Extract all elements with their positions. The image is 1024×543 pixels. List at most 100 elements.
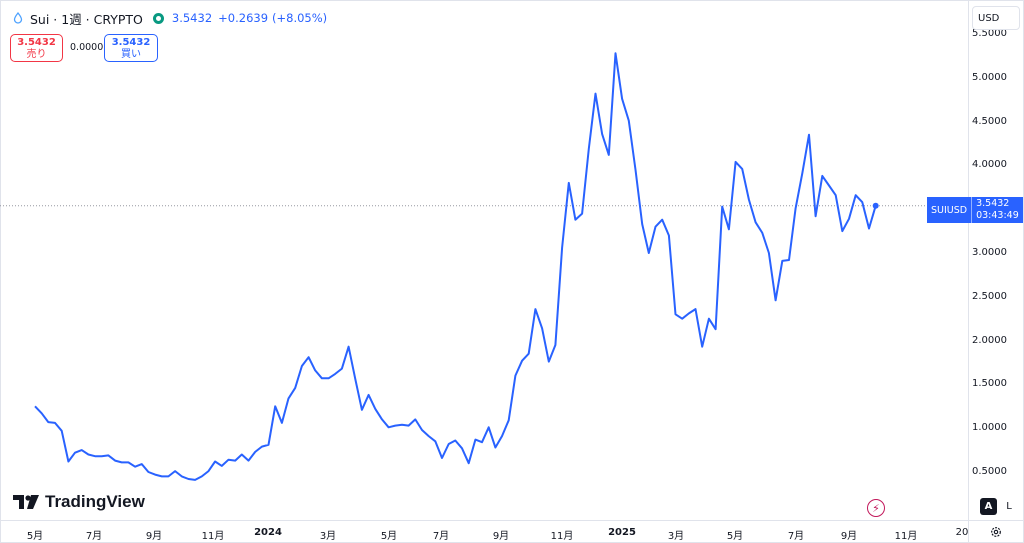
data-point: [34, 405, 36, 407]
data-point: [187, 478, 189, 480]
data-point: [695, 308, 697, 310]
data-point: [47, 421, 49, 423]
data-point: [61, 430, 63, 432]
market-status-icon[interactable]: [152, 12, 164, 24]
data-point: [735, 161, 737, 163]
data-point: [541, 327, 543, 329]
buy-button[interactable]: 3.5432 買い: [104, 34, 158, 62]
data-point: [534, 308, 536, 310]
x-tick-label: 20: [955, 527, 969, 538]
data-point: [781, 260, 783, 262]
data-point: [795, 207, 797, 209]
last-price-label: SUIUSD 3.5432 03:43:49: [927, 197, 1023, 223]
data-point: [848, 218, 850, 220]
data-point: [748, 199, 750, 201]
data-point: [121, 461, 123, 463]
auto-scale-button[interactable]: A: [980, 498, 997, 515]
data-point: [488, 426, 490, 428]
data-point: [361, 409, 363, 411]
data-point: [334, 373, 336, 375]
data-point: [381, 418, 383, 420]
data-point: [441, 457, 443, 459]
data-point: [134, 466, 136, 468]
symbol-header: Sui · 1週 · CRYPTO 3.5432 +0.2639 (+8.05%…: [12, 9, 327, 27]
data-point: [388, 426, 390, 428]
data-point: [474, 439, 476, 441]
sell-button[interactable]: 3.5432 売り: [10, 34, 63, 62]
data-point: [608, 154, 610, 156]
header-change-percent: (+8.05%): [272, 11, 328, 25]
data-point: [601, 133, 603, 135]
data-point: [368, 394, 370, 396]
x-tick-label: 9月: [145, 531, 163, 542]
currency-selector[interactable]: USD: [972, 6, 1020, 30]
tradingview-logo[interactable]: TradingView: [13, 492, 145, 512]
bar-countdown: 03:43:49: [976, 210, 1019, 221]
data-point: [634, 169, 636, 171]
data-point: [314, 369, 316, 371]
data-point: [588, 148, 590, 150]
data-point: [715, 328, 717, 330]
y-tick-label: 2.0000: [972, 334, 1007, 346]
data-point: [868, 227, 870, 229]
data-point: [421, 429, 423, 431]
gear-icon[interactable]: [990, 526, 1002, 538]
symbol-title[interactable]: Sui · 1週 · CRYPTO: [30, 11, 143, 27]
data-point: [501, 435, 503, 437]
data-point: [294, 387, 296, 389]
data-point: [354, 378, 356, 380]
data-point: [348, 346, 350, 348]
data-point: [548, 361, 550, 363]
y-tick-label: 0.5000: [972, 466, 1007, 477]
data-point: [788, 259, 790, 261]
data-point: [815, 215, 817, 217]
sell-label: 売り: [26, 49, 47, 60]
data-point: [628, 120, 630, 122]
data-point: [328, 377, 330, 379]
data-point: [574, 219, 576, 221]
data-point: [521, 360, 523, 362]
data-point: [41, 412, 43, 414]
x-tick-label: 5月: [26, 531, 44, 542]
data-point: [434, 440, 436, 442]
y-tick-label: 3.0000: [972, 247, 1007, 258]
data-point: [581, 213, 583, 215]
data-point: [468, 462, 470, 464]
data-point: [768, 252, 770, 254]
y-tick-label: 4.0000: [972, 159, 1007, 171]
data-point: [655, 226, 657, 228]
data-point: [594, 93, 596, 95]
log-scale-button[interactable]: L: [1006, 501, 1012, 512]
data-point: [741, 168, 743, 170]
data-point: [661, 219, 663, 221]
tradingview-logo-icon: [13, 495, 39, 509]
data-point: [154, 474, 156, 476]
data-point: [74, 452, 76, 454]
y-tick-label: 4.5000: [972, 115, 1007, 127]
buy-label: 買い: [121, 49, 141, 60]
x-tick-label: 11月: [201, 531, 225, 542]
data-point: [494, 446, 496, 448]
data-point: [101, 455, 103, 457]
header-last-price: 3.5432: [171, 11, 213, 25]
y-tick-label: 1.5000: [972, 378, 1007, 390]
data-point: [221, 465, 223, 467]
data-point: [828, 185, 830, 187]
y-tick-label: 5.0000: [972, 71, 1007, 83]
data-point: [775, 299, 777, 301]
x-tick-label: 3月: [667, 531, 685, 542]
x-tick-label: 11月: [550, 531, 574, 542]
data-point: [861, 201, 863, 203]
data-point: [841, 230, 843, 232]
data-point: [268, 444, 270, 446]
x-tick-label: 7月: [85, 531, 103, 542]
y-tick-label: 1.0000: [972, 422, 1007, 434]
price-axis-divider: [968, 0, 969, 543]
data-point: [141, 463, 143, 465]
data-point: [54, 422, 56, 424]
last-price-value: 3.5432: [976, 198, 1010, 209]
lightning-icon[interactable]: ⚡: [867, 499, 885, 517]
x-tick-label: 7月: [432, 531, 450, 542]
data-point: [114, 460, 116, 462]
